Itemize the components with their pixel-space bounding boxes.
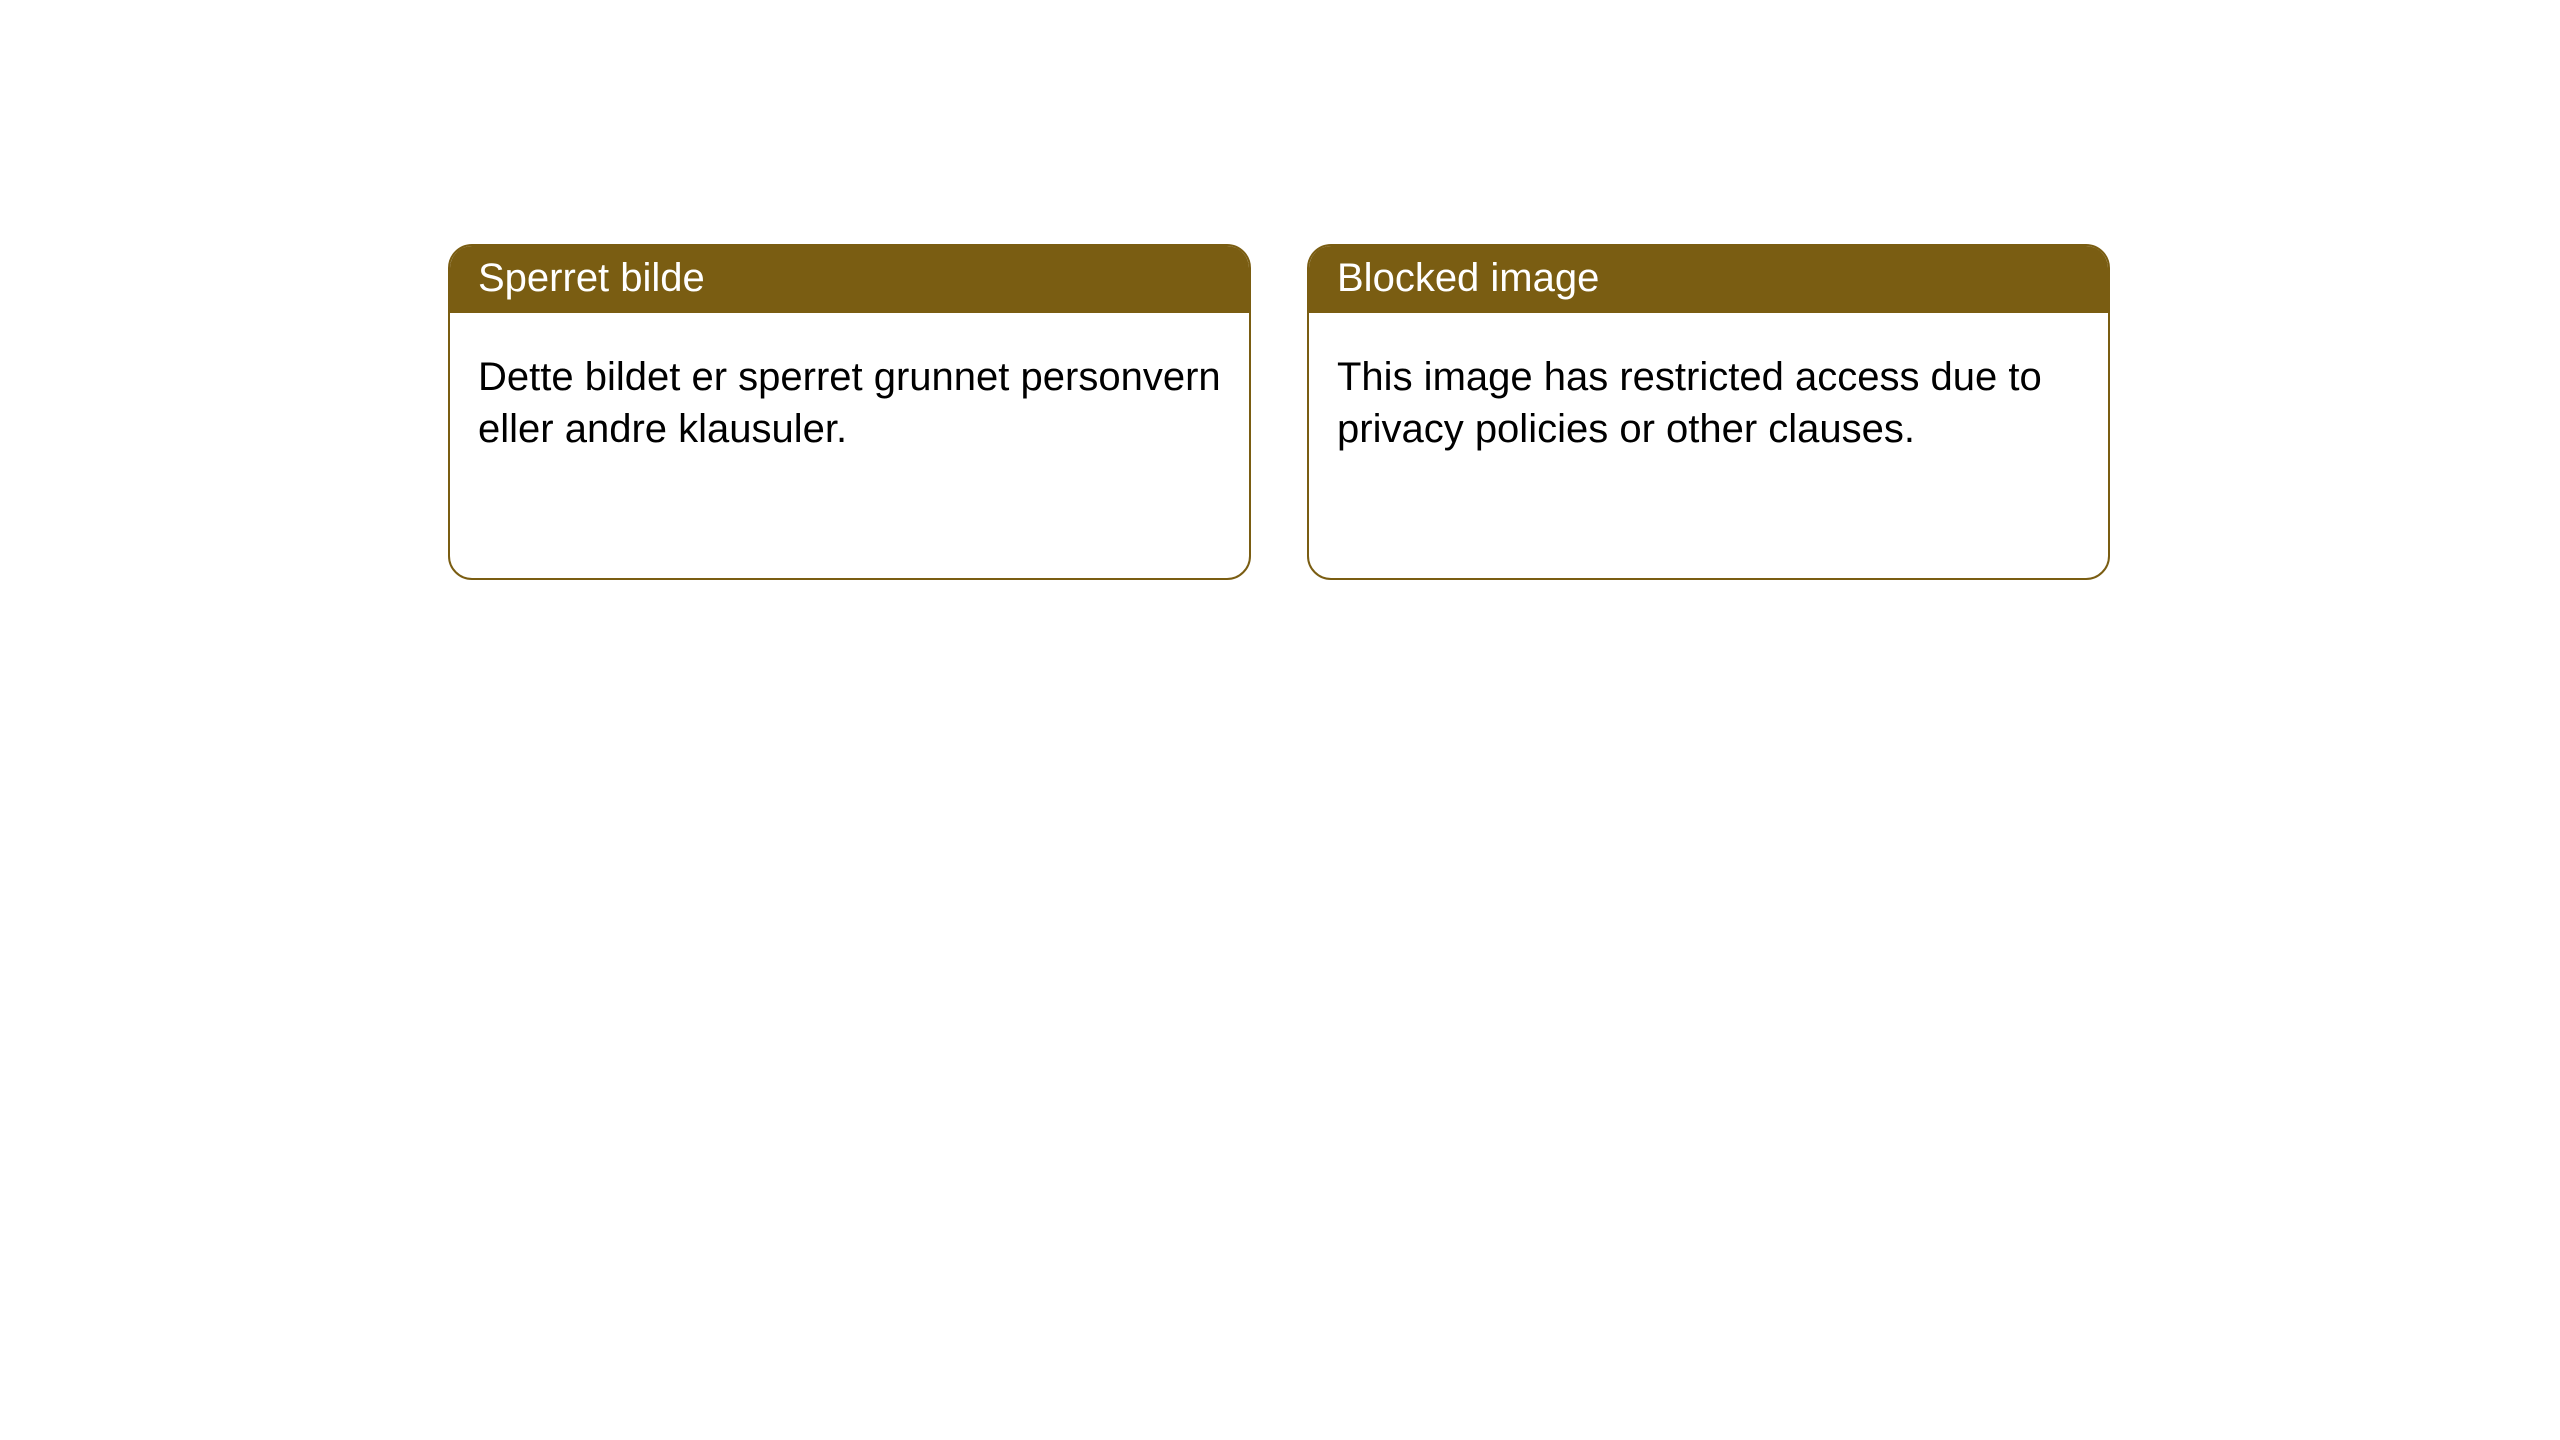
card-body-text: This image has restricted access due to … — [1309, 313, 2108, 493]
blocked-image-card-english: Blocked image This image has restricted … — [1307, 244, 2110, 580]
blocked-image-card-norwegian: Sperret bilde Dette bildet er sperret gr… — [448, 244, 1251, 580]
card-title: Sperret bilde — [450, 246, 1249, 313]
card-title: Blocked image — [1309, 246, 2108, 313]
card-body-text: Dette bildet er sperret grunnet personve… — [450, 313, 1249, 493]
blocked-image-notice-container: Sperret bilde Dette bildet er sperret gr… — [448, 244, 2560, 580]
